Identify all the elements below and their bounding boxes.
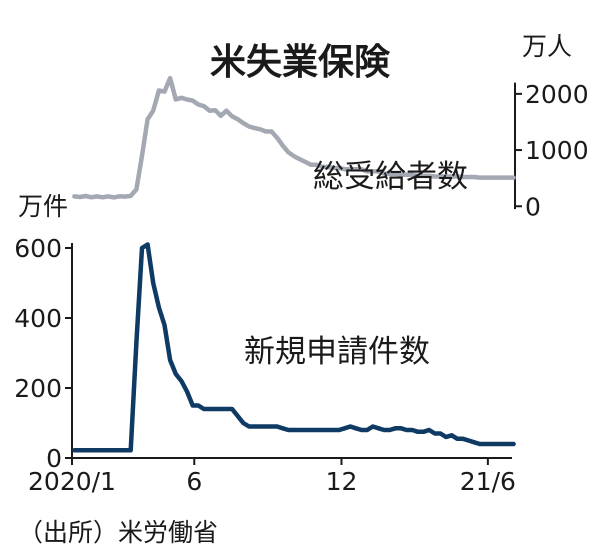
x-tick-label: 6: [186, 467, 202, 496]
x-tick-label: 21/6: [460, 467, 516, 496]
right-axis: 0 1000 2000: [514, 80, 589, 221]
x-axis: 2020/1 6 12 21/6: [28, 457, 516, 496]
series-line-total-recipients: [72, 75, 516, 200]
series-line-new-claims: [72, 242, 516, 453]
series-label-new-claims: 新規申請件数: [244, 334, 430, 370]
source-note: （出所）米労働省: [18, 518, 218, 547]
right-tick-label: 0: [525, 192, 541, 221]
series-label-total-recipients: 総受給者数: [313, 159, 468, 195]
left-axis-unit: 万件: [18, 192, 68, 221]
left-tick-label: 0: [46, 444, 62, 473]
right-axis-unit: 万人: [522, 32, 572, 61]
right-tick-label: 1000: [525, 136, 589, 165]
right-tick-label: 2000: [525, 80, 589, 109]
chart-title: 米失業保険: [210, 42, 391, 83]
x-tick-label: 12: [326, 467, 358, 496]
left-axis: 0 200 400 600: [14, 234, 73, 473]
left-tick-label: 600: [14, 234, 62, 263]
left-tick-label: 200: [14, 374, 62, 403]
x-tick-label: 2020/1: [28, 467, 116, 496]
left-tick-label: 400: [14, 304, 62, 333]
